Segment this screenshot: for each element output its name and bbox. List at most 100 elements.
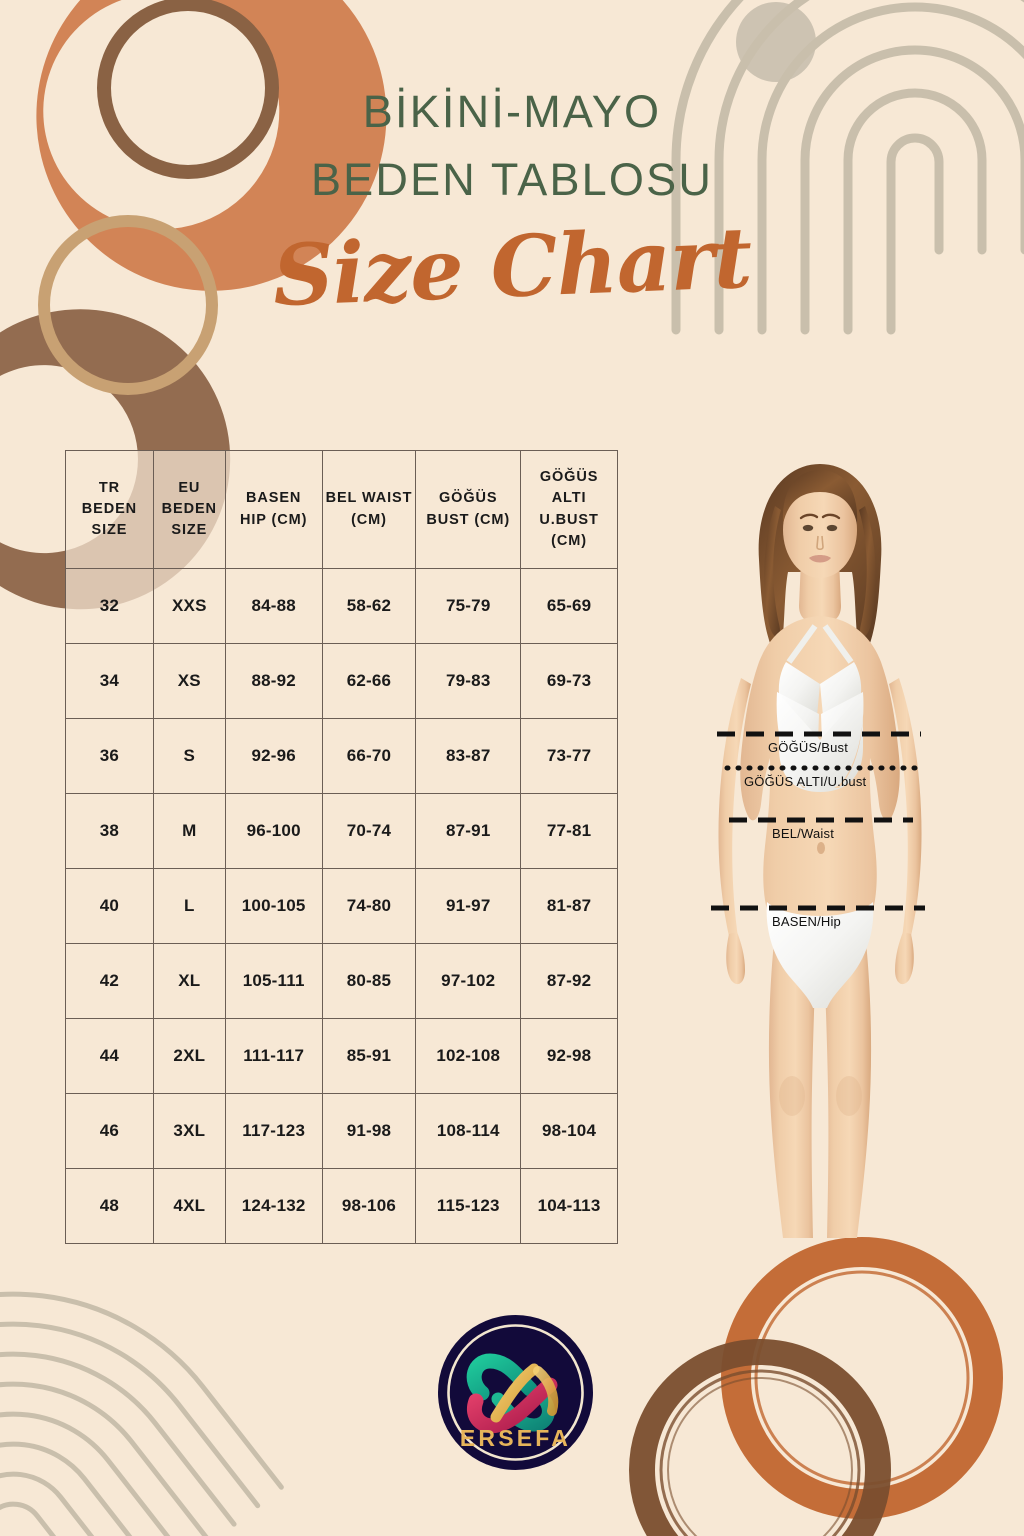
cell-hip: 96-100 bbox=[224, 793, 323, 869]
cell-tr-size: 46 bbox=[65, 1093, 154, 1169]
model-arm-left bbox=[718, 678, 751, 945]
deco-arches-bottomleft bbox=[0, 1291, 284, 1536]
table-row: 44 2XL 111-117 85-91 102-108 92-98 bbox=[65, 1018, 618, 1094]
model-eyebrow-right bbox=[821, 513, 841, 520]
measurement-label-bust: GÖĞÜS/Bust bbox=[768, 740, 849, 755]
cell-hip: 88-92 bbox=[224, 643, 323, 719]
header-line: HIP (CM) bbox=[240, 511, 308, 528]
column-header-bust: GÖĞÜS BUST (CM) bbox=[415, 450, 522, 569]
cell-eu-size: 2XL bbox=[152, 1018, 226, 1094]
cell-tr-size: 36 bbox=[65, 718, 154, 794]
cell-tr-size: 32 bbox=[65, 568, 154, 644]
script-subtitle: Size Chart bbox=[271, 207, 753, 325]
brand-logo: ERSEFA bbox=[438, 1315, 593, 1470]
model-hair-front bbox=[782, 470, 858, 524]
cell-eu-size: 3XL bbox=[152, 1093, 226, 1169]
cell-eu-size: XL bbox=[152, 943, 226, 1019]
cell-bust: 108-114 bbox=[415, 1093, 522, 1169]
cell-underbust: 92-98 bbox=[520, 1018, 618, 1094]
bikini-halter-right bbox=[822, 624, 854, 664]
cell-waist: 98-106 bbox=[321, 1168, 417, 1244]
header-line: (CM) bbox=[351, 511, 387, 528]
cell-hip: 124-132 bbox=[224, 1168, 323, 1244]
model-eye-right bbox=[826, 524, 838, 532]
logo-brand-text: ERSEFA bbox=[460, 1425, 571, 1451]
cell-eu-size: S bbox=[152, 718, 226, 794]
model-nose bbox=[816, 535, 824, 551]
model-knee-left bbox=[779, 1076, 805, 1116]
table-row: 48 4XL 124-132 98-106 115-123 104-113 bbox=[65, 1168, 618, 1244]
table-row: 34 XS 88-92 62-66 79-83 69-73 bbox=[65, 643, 618, 719]
cell-bust: 97-102 bbox=[415, 943, 522, 1019]
cell-waist: 66-70 bbox=[321, 718, 417, 794]
model-arm-right bbox=[889, 678, 922, 945]
measurement-label-underbust: GÖĞÜS ALTI/U.bust bbox=[744, 774, 867, 789]
cell-tr-size: 44 bbox=[65, 1018, 154, 1094]
cell-bust: 87-91 bbox=[415, 793, 522, 869]
cell-eu-size: M bbox=[152, 793, 226, 869]
cell-hip: 84-88 bbox=[224, 568, 323, 644]
cell-eu-size: L bbox=[152, 868, 226, 944]
cell-underbust: 81-87 bbox=[520, 868, 618, 944]
bikini-strap-left bbox=[778, 662, 820, 716]
table-row: 40 L 100-105 74-80 91-97 81-87 bbox=[65, 868, 618, 944]
cell-hip: 92-96 bbox=[224, 718, 323, 794]
measurement-label-waist: BEL/Waist bbox=[772, 826, 835, 841]
cell-bust: 91-97 bbox=[415, 868, 522, 944]
column-header-tr-size: TR BEDEN SIZE bbox=[65, 450, 154, 569]
model-hand-left bbox=[726, 932, 745, 985]
table-row: 42 XL 105-111 80-85 97-102 87-92 bbox=[65, 943, 618, 1019]
deco-brush-ring-brown-bottomright bbox=[629, 1339, 891, 1536]
model-eyebrow-left bbox=[799, 513, 819, 520]
header-line: BEDEN bbox=[161, 500, 217, 517]
cell-waist: 62-66 bbox=[321, 643, 417, 719]
header-line: GÖĞÜS bbox=[439, 490, 498, 507]
header-line: SIZE bbox=[91, 522, 128, 538]
header-line: SIZE bbox=[171, 522, 208, 538]
bikini-bottom bbox=[766, 902, 874, 1008]
header-line: GÖĞÜS bbox=[539, 469, 599, 486]
cell-eu-size: XS bbox=[152, 643, 226, 719]
bikini-halter-left bbox=[786, 624, 818, 664]
page-title-line-2: BEDEN TABLOSU bbox=[310, 154, 714, 206]
cell-underbust: 77-81 bbox=[520, 793, 618, 869]
cell-eu-size: XXS bbox=[152, 568, 226, 644]
deco-circle-tan-topright bbox=[736, 2, 816, 82]
model-face bbox=[783, 482, 857, 578]
model-navel bbox=[817, 842, 825, 854]
cell-tr-size: 48 bbox=[65, 1168, 154, 1244]
cell-underbust: 98-104 bbox=[520, 1093, 618, 1169]
cell-bust: 75-79 bbox=[415, 568, 522, 644]
size-table-body: 32 XXS 84-88 58-62 75-79 65-69 34 XS 88-… bbox=[65, 568, 618, 1244]
cell-eu-size: 4XL bbox=[152, 1168, 226, 1244]
cell-waist: 58-62 bbox=[321, 568, 417, 644]
logo-ribbon-pink bbox=[467, 1377, 558, 1434]
model-leg-left bbox=[768, 932, 817, 1238]
model-figure: GÖĞÜS/Bust GÖĞÜS ALTI/U.bust BEL/Waist B… bbox=[655, 448, 985, 1248]
cell-waist: 74-80 bbox=[321, 868, 417, 944]
cell-tr-size: 38 bbox=[65, 793, 154, 869]
cell-bust: 79-83 bbox=[415, 643, 522, 719]
cell-tr-size: 34 bbox=[65, 643, 154, 719]
table-row: 36 S 92-96 66-70 83-87 73-77 bbox=[65, 718, 618, 794]
header-line: EU bbox=[178, 479, 201, 496]
header-line: U.BUST bbox=[539, 511, 599, 528]
cell-underbust: 104-113 bbox=[520, 1168, 618, 1244]
cell-waist: 70-74 bbox=[321, 793, 417, 869]
cell-waist: 85-91 bbox=[321, 1018, 417, 1094]
deco-brush-ring-terracotta-bottomright bbox=[721, 1237, 1003, 1519]
table-row: 32 XXS 84-88 58-62 75-79 65-69 bbox=[65, 568, 618, 644]
column-header-waist: BEL WAIST (CM) bbox=[321, 450, 417, 569]
model-leg-right bbox=[823, 932, 872, 1238]
measurement-label-hip: BASEN/Hip bbox=[772, 914, 841, 929]
header-line: BEDEN bbox=[81, 500, 138, 517]
header-line: ALTI bbox=[551, 490, 587, 507]
cell-hip: 105-111 bbox=[224, 943, 323, 1019]
cell-underbust: 73-77 bbox=[520, 718, 618, 794]
size-table-container: TR BEDEN SIZE EU BEDEN SIZE BASEN HIP (C… bbox=[65, 450, 618, 1244]
cell-hip: 111-117 bbox=[224, 1018, 323, 1094]
model-hair-right bbox=[859, 506, 876, 637]
model-lips bbox=[809, 555, 831, 563]
header-line: BUST (CM) bbox=[426, 511, 511, 528]
cell-underbust: 87-92 bbox=[520, 943, 618, 1019]
